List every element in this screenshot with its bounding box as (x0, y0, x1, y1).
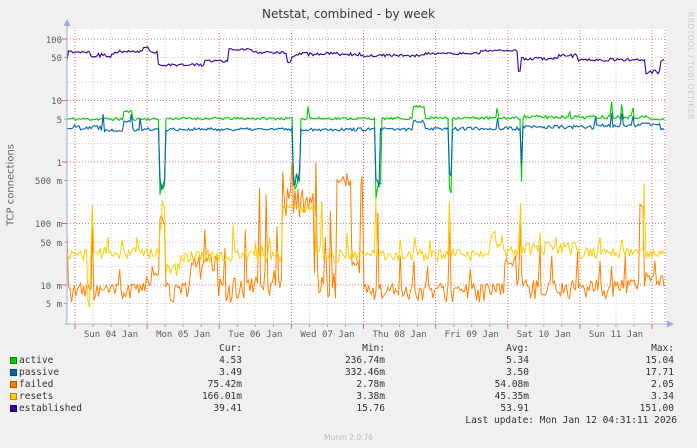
legend-established-avg: 53.91 (500, 403, 529, 414)
x-tick-label-4: Sun 04 Jan (83, 330, 139, 340)
legend-resets-avg: 45.35m (494, 391, 529, 402)
legend-active-avg: 5.34 (506, 355, 529, 366)
legend-swatch-established (10, 405, 17, 412)
legend-failed-avg: 54.08m (494, 379, 529, 390)
legend-passive-avg: 3.50 (506, 367, 529, 378)
x-tick-label-9: Fri 09 Jan (444, 330, 499, 340)
legend-passive-max: 17.71 (645, 367, 674, 378)
legend-failed-max: 2.05 (651, 379, 674, 390)
munin-version-watermark: Munin 2.0.76 (323, 433, 374, 442)
legend-established-max: 151.00 (639, 403, 674, 414)
y-tick-label-50: 50 (51, 54, 62, 64)
series-active (67, 101, 665, 199)
y-tick-label-500m: 500 m (34, 177, 62, 187)
series-failed (67, 161, 665, 303)
y-tick-label-1: 1 (56, 158, 62, 169)
graph-title: Netstat, combined - by week (262, 7, 435, 21)
series-established (67, 46, 665, 75)
legend-active-max: 15.04 (645, 355, 674, 366)
legend-swatch-resets (10, 393, 17, 400)
legend-resets-cur: 166.01m (201, 391, 242, 402)
y-tick-label-100m: 100 m (34, 220, 62, 230)
legend-swatch-failed (10, 381, 17, 388)
x-tick-label-11: Sun 11 Jan (588, 330, 644, 340)
legend-established-min: 15.76 (356, 403, 385, 414)
legend-header-max: Max: (651, 343, 674, 354)
legend-swatch-active (10, 357, 17, 364)
x-tick-label-8: Thu 08 Jan (372, 330, 427, 340)
y-tick-label-10: 10 (51, 97, 62, 107)
legend-header-cur: Cur: (219, 343, 242, 354)
legend-label-passive: passive (19, 367, 60, 378)
legend-label-failed: failed (19, 379, 54, 390)
legend-label-resets: resets (19, 391, 54, 402)
x-tick-label-6: Tue 06 Jan (228, 330, 283, 340)
legend-failed-cur: 75.42m (207, 379, 242, 390)
legend-resets-min: 3.38m (356, 391, 385, 402)
x-tick-label-7: Wed 07 Jan (300, 330, 355, 340)
legend-active-min: 236.74m (344, 355, 385, 366)
legend-failed-min: 2.78m (356, 379, 385, 390)
legend-swatch-passive (10, 369, 17, 376)
legend-established-cur: 39.41 (213, 403, 242, 414)
legend-passive-cur: 3.49 (219, 367, 242, 378)
y-tick-label-5: 5 (56, 115, 62, 126)
legend-header-avg: Avg: (506, 343, 529, 354)
legend-header-min: Min: (362, 343, 385, 354)
legend-label-active: active (19, 355, 54, 366)
x-tick-label-10: Sat 10 Jan (516, 330, 571, 340)
last-update: Last update: Mon Jan 12 04:31:11 2026 (465, 415, 677, 426)
y-tick-label-5m: 5 m (45, 300, 62, 310)
series-passive (67, 113, 665, 191)
series-resets (67, 183, 665, 308)
y-tick-label-10m: 10 m (40, 281, 62, 292)
legend-passive-min: 332.46m (344, 367, 385, 378)
legend-resets-max: 3.34 (651, 391, 674, 402)
rrdtool-watermark: RRDTOOL / TOBI OETIKER (686, 12, 695, 120)
y-tick-label-50m: 50 m (40, 238, 62, 249)
legend-label-established: established (19, 403, 82, 414)
legend-active-cur: 4.53 (219, 355, 242, 366)
y-tick-label-100: 100 (45, 35, 62, 46)
x-tick-label-5: Mon 05 Jan (156, 330, 211, 340)
